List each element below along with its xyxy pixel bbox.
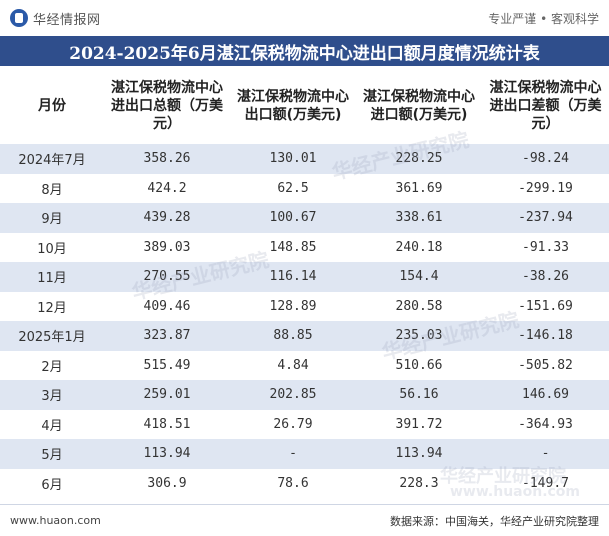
cell-balance: -146.18	[482, 321, 609, 351]
data-table: 月份 湛江保税物流中心进出口总额（万美元） 湛江保税物流中心出口额(万美元) 湛…	[0, 68, 609, 498]
column-header-total: 湛江保税物流中心进出口总额（万美元）	[104, 68, 230, 144]
cell-total: 306.9	[147, 475, 187, 491]
table-row: 6月 306.9 78.6 228.3 -149.7	[0, 469, 609, 499]
cell-total: 270.55	[104, 262, 230, 292]
table-row: 10月 389.03 148.85 240.18 -91.33	[0, 233, 609, 263]
cell-import: 280.58	[395, 298, 443, 314]
website-link[interactable]: www.huaon.com	[10, 514, 101, 527]
table-row: 11月 270.55 116.14 154.4 -38.26	[0, 262, 609, 292]
cell-export: 78.6	[277, 475, 309, 491]
table-row: 4月 418.51 26.79 391.72 -364.93	[0, 410, 609, 440]
cell-import: 56.16	[356, 380, 482, 410]
brand-name: 华经情报网	[33, 12, 101, 28]
cell-export: 116.14	[230, 262, 356, 292]
column-header-export: 湛江保税物流中心出口额(万美元)	[230, 68, 356, 144]
cell-export: 202.85	[230, 380, 356, 410]
cell-total: 424.2	[147, 180, 187, 196]
cell-month: 4月	[41, 418, 63, 434]
table-title: 2024-2025年6月湛江保税物流中心进出口额月度情况统计表	[0, 36, 609, 66]
huajing-logo-icon	[10, 9, 28, 27]
cell-balance: 146.69	[482, 380, 609, 410]
cell-total: 323.87	[104, 321, 230, 351]
cell-total: 259.01	[104, 380, 230, 410]
cell-import: 113.94	[356, 439, 482, 469]
cell-month: 12月	[37, 300, 67, 316]
cell-import: 361.69	[395, 180, 443, 196]
cell-export: 148.85	[269, 239, 317, 255]
cell-import: 338.61	[356, 203, 482, 233]
cell-balance: -	[482, 439, 609, 469]
column-header-import: 湛江保税物流中心进口额(万美元)	[356, 68, 482, 144]
cell-month: 9月	[0, 203, 104, 233]
cell-balance: -364.93	[518, 416, 573, 432]
cell-month: 8月	[41, 182, 63, 198]
cell-total: 358.26	[104, 144, 230, 174]
cell-balance: -505.82	[518, 357, 573, 373]
cell-month: 2024年7月	[0, 144, 104, 174]
cell-month: 5月	[0, 439, 104, 469]
cell-export: 130.01	[230, 144, 356, 174]
cell-import: 154.4	[356, 262, 482, 292]
cell-total: 515.49	[143, 357, 191, 373]
cell-import: 235.03	[356, 321, 482, 351]
brand[interactable]: 华经情报网	[10, 9, 101, 28]
table-row: 8月 424.2 62.5 361.69 -299.19	[0, 174, 609, 204]
cell-import: 228.25	[356, 144, 482, 174]
cell-export: 100.67	[230, 203, 356, 233]
cell-total: 389.03	[143, 239, 191, 255]
cell-total: 409.46	[143, 298, 191, 314]
slogan: 专业严谨 • 客观科学	[488, 11, 599, 26]
cell-balance: -98.24	[482, 144, 609, 174]
cell-export: 62.5	[277, 180, 309, 196]
cell-month: 6月	[41, 477, 63, 493]
table-row: 12月 409.46 128.89 280.58 -151.69	[0, 292, 609, 322]
cell-import: 391.72	[395, 416, 443, 432]
cell-month: 3月	[0, 380, 104, 410]
table-row: 2025年1月 323.87 88.85 235.03 -146.18	[0, 321, 609, 351]
cell-total: 439.28	[104, 203, 230, 233]
table-row: 2024年7月 358.26 130.01 228.25 -98.24	[0, 144, 609, 174]
top-bar: 华经情报网 专业严谨 • 客观科学	[0, 0, 609, 36]
cell-balance: -299.19	[518, 180, 573, 196]
cell-import: 228.3	[399, 475, 439, 491]
table-row: 3月 259.01 202.85 56.16 146.69	[0, 380, 609, 410]
column-header-month: 月份	[0, 68, 104, 144]
cell-total: 418.51	[143, 416, 191, 432]
table-row: 5月 113.94 - 113.94 -	[0, 439, 609, 469]
cell-export: 4.84	[277, 357, 309, 373]
cell-month: 2025年1月	[0, 321, 104, 351]
cell-export: -	[230, 439, 356, 469]
cell-import: 510.66	[395, 357, 443, 373]
cell-balance: -237.94	[482, 203, 609, 233]
cell-month: 2月	[41, 359, 63, 375]
column-header-balance: 湛江保税物流中心进出口差额（万美元）	[482, 68, 609, 144]
table-row: 2月 515.49 4.84 510.66 -505.82	[0, 351, 609, 381]
footer: www.huaon.com 数据来源：中国海关，华经产业研究院整理	[0, 504, 609, 536]
cell-total: 113.94	[104, 439, 230, 469]
table-row: 9月 439.28 100.67 338.61 -237.94	[0, 203, 609, 233]
cell-import: 240.18	[395, 239, 443, 255]
cell-balance: -38.26	[482, 262, 609, 292]
cell-balance: -91.33	[522, 239, 569, 255]
cell-month: 10月	[37, 241, 67, 257]
cell-month: 11月	[0, 262, 104, 292]
cell-balance: -149.7	[522, 475, 569, 491]
cell-export: 128.89	[269, 298, 317, 314]
cell-export: 88.85	[230, 321, 356, 351]
data-source: 数据来源：中国海关，华经产业研究院整理	[390, 514, 599, 528]
cell-export: 26.79	[273, 416, 313, 432]
table-header-row: 月份 湛江保税物流中心进出口总额（万美元） 湛江保税物流中心出口额(万美元) 湛…	[0, 68, 609, 144]
cell-balance: -151.69	[518, 298, 573, 314]
